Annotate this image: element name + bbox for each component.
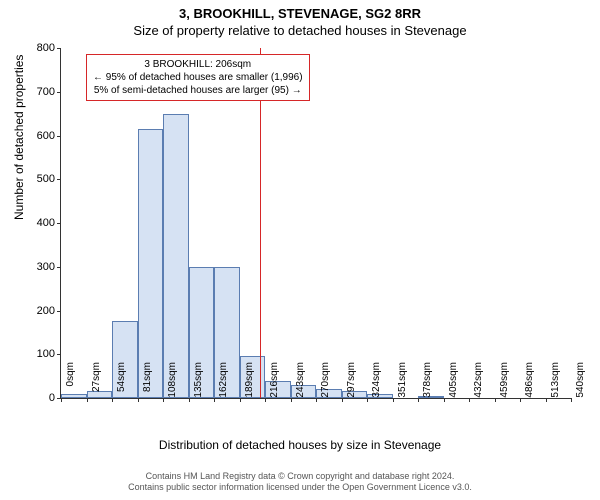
x-tick-mark [342, 398, 343, 402]
footer-line1: Contains HM Land Registry data © Crown c… [146, 471, 455, 481]
x-tick-mark [316, 398, 317, 402]
x-tick-label: 378sqm [422, 362, 433, 402]
x-tick-label: 108sqm [167, 362, 178, 402]
x-tick-label: 216sqm [269, 362, 280, 402]
x-tick-mark [520, 398, 521, 402]
y-tick-label: 200 [21, 305, 55, 317]
x-tick-label: 54sqm [116, 362, 127, 402]
y-tick-label: 400 [21, 217, 55, 229]
x-tick-mark [112, 398, 113, 402]
y-tick-mark [57, 223, 61, 224]
y-tick-label: 0 [21, 392, 55, 404]
x-tick-label: 432sqm [473, 362, 484, 402]
x-tick-label: 486sqm [524, 362, 535, 402]
x-tick-mark [61, 398, 62, 402]
x-tick-mark [444, 398, 445, 402]
y-tick-label: 100 [21, 348, 55, 360]
x-tick-mark [546, 398, 547, 402]
x-tick-mark [367, 398, 368, 402]
chart-area: 01002003004005006007008000sqm27sqm54sqm8… [60, 48, 570, 398]
histogram-bar [163, 114, 189, 398]
x-tick-mark [469, 398, 470, 402]
x-tick-label: 162sqm [218, 362, 229, 402]
y-tick-mark [57, 179, 61, 180]
y-tick-label: 800 [21, 42, 55, 54]
x-tick-mark [265, 398, 266, 402]
x-tick-mark [240, 398, 241, 402]
x-tick-mark [291, 398, 292, 402]
x-tick-label: 540sqm [575, 362, 586, 402]
footer-line2: Contains public sector information licen… [128, 482, 472, 492]
y-tick-mark [57, 136, 61, 137]
x-tick-label: 243sqm [295, 362, 306, 402]
x-tick-label: 270sqm [320, 362, 331, 402]
page-title: 3, BROOKHILL, STEVENAGE, SG2 8RR [0, 0, 600, 21]
x-tick-label: 27sqm [91, 362, 102, 402]
x-tick-label: 324sqm [371, 362, 382, 402]
x-tick-label: 351sqm [397, 362, 408, 402]
x-tick-mark [163, 398, 164, 402]
y-tick-mark [57, 92, 61, 93]
x-tick-mark [138, 398, 139, 402]
y-tick-mark [57, 354, 61, 355]
x-tick-label: 0sqm [65, 362, 76, 402]
histogram-bar [138, 129, 164, 398]
x-tick-mark [189, 398, 190, 402]
y-tick-label: 500 [21, 173, 55, 185]
x-tick-mark [87, 398, 88, 402]
x-tick-label: 189sqm [244, 362, 255, 402]
x-axis-label: Distribution of detached houses by size … [0, 438, 600, 452]
x-tick-label: 297sqm [346, 362, 357, 402]
plot-region: 01002003004005006007008000sqm27sqm54sqm8… [60, 48, 571, 399]
x-tick-label: 513sqm [550, 362, 561, 402]
x-tick-label: 135sqm [193, 362, 204, 402]
y-tick-mark [57, 267, 61, 268]
y-tick-label: 700 [21, 86, 55, 98]
x-tick-mark [418, 398, 419, 402]
x-tick-label: 405sqm [448, 362, 459, 402]
x-tick-mark [571, 398, 572, 402]
y-tick-label: 600 [21, 130, 55, 142]
x-tick-mark [495, 398, 496, 402]
y-tick-label: 300 [21, 261, 55, 273]
page-subtitle: Size of property relative to detached ho… [0, 21, 600, 38]
x-tick-label: 459sqm [499, 362, 510, 402]
footer-caption: Contains HM Land Registry data © Crown c… [0, 471, 600, 494]
x-tick-label: 81sqm [142, 362, 153, 402]
y-tick-mark [57, 48, 61, 49]
x-tick-mark [214, 398, 215, 402]
y-tick-mark [57, 311, 61, 312]
x-tick-mark [393, 398, 394, 402]
annotation-box: 3 BROOKHILL: 206sqm← 95% of detached hou… [86, 54, 310, 101]
